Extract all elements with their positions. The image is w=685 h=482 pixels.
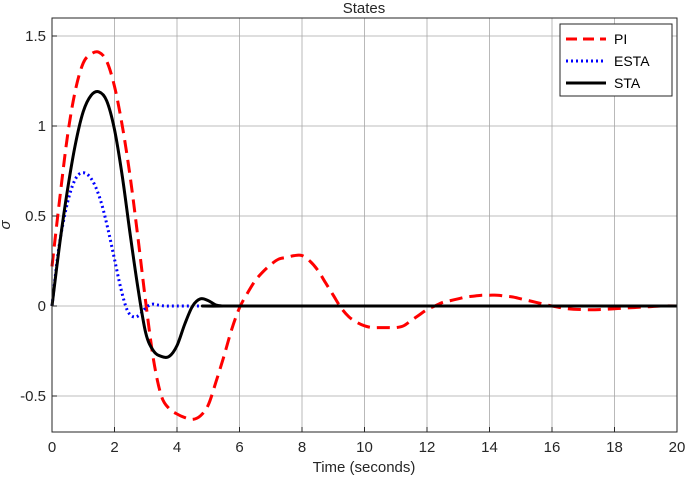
x-tick-label: 18 — [606, 439, 623, 456]
y-tick-label: 1.5 — [25, 28, 46, 45]
x-tick-label: 10 — [356, 439, 373, 456]
y-tick-label: -0.5 — [20, 388, 46, 405]
series-line-pi — [50, 50, 678, 421]
x-tick-label: 14 — [481, 439, 498, 456]
legend-label-esta: ESTA — [614, 53, 650, 69]
y-tick-label: 0.5 — [25, 208, 46, 225]
x-tick-label: 4 — [173, 439, 181, 456]
y-axis-label: σ — [0, 220, 14, 230]
x-tick-label: 8 — [298, 439, 306, 456]
tick-marks — [51, 35, 678, 432]
legend: PI ESTA STA — [559, 23, 673, 97]
x-tick-labels: 0 2 4 6 8 10 12 14 16 18 20 — [48, 439, 685, 456]
x-tick-label: 0 — [48, 439, 56, 456]
x-axis-label: Time (seconds) — [313, 459, 416, 476]
series-group — [50, 50, 678, 421]
y-tick-label: 1 — [38, 118, 46, 135]
x-tick-label: 6 — [235, 439, 243, 456]
x-tick-label: 16 — [544, 439, 561, 456]
x-tick-label: 20 — [669, 439, 685, 456]
series-line-sta — [50, 90, 677, 359]
x-tick-label: 12 — [419, 439, 436, 456]
legend-label-pi: PI — [614, 31, 627, 47]
y-tick-label: 0 — [38, 298, 46, 315]
legend-label-sta: STA — [614, 75, 641, 91]
chart-title: States — [343, 0, 386, 17]
y-tick-labels: -0.5 0 0.5 1 1.5 — [20, 28, 46, 405]
x-tick-label: 2 — [110, 439, 118, 456]
